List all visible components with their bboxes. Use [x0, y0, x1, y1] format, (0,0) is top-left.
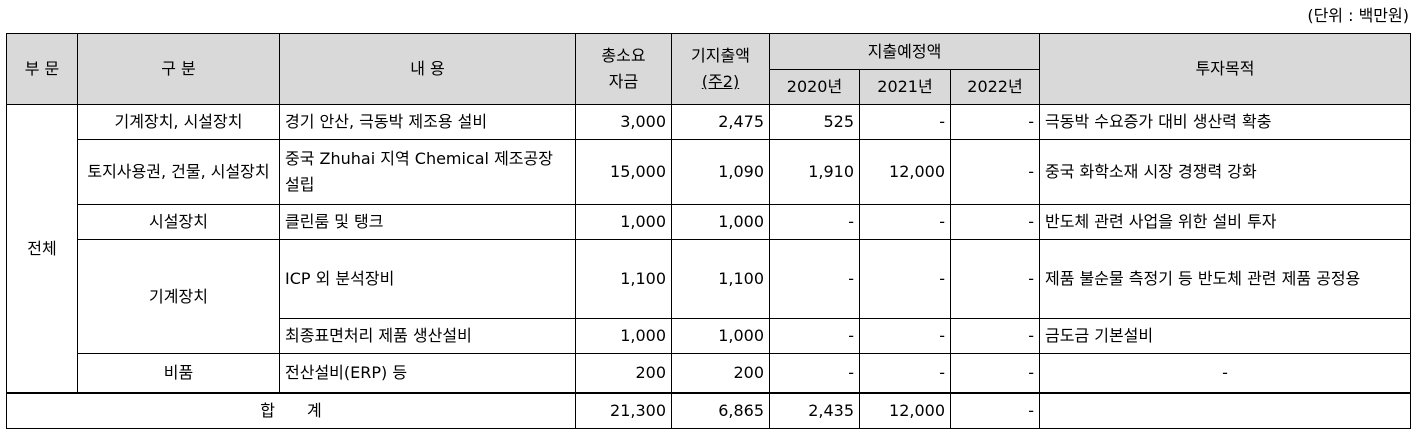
table-row: 토지사용권, 건물, 시설장치 중국 Zhuhai 지역 Chemical 제조… — [7, 139, 1411, 205]
content-cell: 중국 Zhuhai 지역 Chemical 제조공장 설립 — [279, 139, 576, 205]
y2021-cell: - — [859, 204, 951, 240]
table-row: 최종표면처리 제품 생산설비 1,000 1,000 - - - 금도금 기본설… — [7, 318, 1411, 354]
header-total-funds-line2: 자금 — [608, 72, 639, 91]
header-spent-line1: 기지출액 — [691, 46, 750, 65]
unit-note: (단위 : 백만원) — [1307, 6, 1409, 25]
total-cell: 3,000 — [575, 104, 672, 140]
total-purpose — [1039, 392, 1411, 429]
purpose-cell: 극동박 수요증가 대비 생산력 확충 — [1039, 104, 1411, 140]
content-cell: 최종표면처리 제품 생산설비 — [279, 318, 576, 354]
y2022-cell: - — [950, 318, 1040, 354]
table-row: 시설장치 클린룸 및 탱크 1,000 1,000 - - - 반도체 관련 사… — [7, 204, 1411, 240]
category-cell: 시설장치 — [77, 204, 280, 240]
purpose-cell: 금도금 기본설비 — [1039, 318, 1411, 354]
y2022-cell: - — [950, 139, 1040, 205]
header-2021: 2021년 — [859, 69, 951, 105]
total-cell: 1,100 — [575, 239, 672, 319]
content-cell: 클린룸 및 탱크 — [279, 204, 576, 240]
table-row: 전체 기계장치, 시설장치 경기 안산, 극동박 제조용 설비 3,000 2,… — [6, 104, 1411, 394]
y2022-cell: - — [950, 239, 1040, 319]
header-planned: 지출예정액 — [769, 33, 1040, 70]
y2021-cell: - — [859, 104, 951, 140]
y2022-cell: - — [950, 204, 1040, 240]
spent-cell: 1,090 — [671, 139, 770, 205]
y2020-cell: - — [769, 353, 860, 394]
total-2021: 12,000 — [859, 392, 951, 429]
y2020-cell: - — [769, 318, 860, 354]
investment-table: 부 문 구 분 내 용 총소요 자금 기지출액 (주2) 지출예정액 투자목적 … — [6, 33, 1411, 429]
category-cell: 기계장치 — [77, 239, 280, 354]
total-cell: 1,000 — [575, 318, 672, 354]
category-cell: 기계장치, 시설장치 — [77, 104, 280, 140]
content-cell: 경기 안산, 극동박 제조용 설비 — [279, 104, 576, 140]
header-total-funds: 총소요 자금 — [575, 33, 672, 105]
total-cell: 15,000 — [575, 139, 672, 205]
y2021-cell: - — [859, 239, 951, 319]
y2022-cell: - — [950, 104, 1040, 140]
total-cell: 200 — [575, 353, 672, 394]
header-content: 내 용 — [279, 33, 576, 105]
table-row: 기계장치 ICP 외 분석장비 1,100 1,100 - - - 제품 불순물… — [7, 239, 1411, 354]
purpose-cell: 반도체 관련 사업을 위한 설비 투자 — [1039, 204, 1411, 240]
header-division: 부 문 — [6, 33, 78, 105]
total-row: 합 계 21,300 6,865 2,435 12,000 - — [6, 392, 1411, 429]
purpose-cell: 중국 화학소재 시장 경쟁력 강화 — [1039, 139, 1411, 205]
division-cell: 전체 — [6, 104, 78, 394]
y2020-cell: - — [769, 204, 860, 240]
total-cell: 1,000 — [575, 204, 672, 240]
header-spent: 기지출액 (주2) — [671, 33, 770, 105]
total-spent: 6,865 — [671, 392, 770, 429]
y2021-cell: - — [859, 353, 951, 394]
header-total-funds-line1: 총소요 — [601, 46, 646, 65]
purpose-cell: - — [1039, 353, 1411, 394]
content-cell: ICP 외 분석장비 — [279, 239, 576, 319]
total-2022: - — [950, 392, 1040, 429]
content-cell: 전산설비(ERP) 등 — [279, 353, 576, 394]
y2021-cell: - — [859, 318, 951, 354]
table-row: 비품 전산설비(ERP) 등 200 200 - - - - — [7, 353, 1411, 394]
category-cell: 토지사용권, 건물, 시설장치 — [77, 139, 280, 205]
header-spent-note: (주2) — [701, 72, 740, 91]
spent-cell: 200 — [671, 353, 770, 394]
header-2022: 2022년 — [950, 69, 1040, 105]
y2020-cell: 525 — [769, 104, 860, 140]
spent-cell: 1,000 — [671, 318, 770, 354]
y2022-cell: - — [950, 353, 1040, 394]
header-category: 구 분 — [77, 33, 280, 105]
y2020-cell: 1,910 — [769, 139, 860, 205]
spent-cell: 1,000 — [671, 204, 770, 240]
total-label: 합 계 — [6, 392, 576, 429]
header-purpose: 투자목적 — [1039, 33, 1411, 105]
total-2020: 2,435 — [769, 392, 860, 429]
y2021-cell: 12,000 — [859, 139, 951, 205]
category-cell: 비품 — [77, 353, 280, 394]
purpose-cell: 제품 불순물 측정기 등 반도체 관련 제품 공정용 — [1039, 239, 1411, 319]
spent-cell: 1,100 — [671, 239, 770, 319]
y2020-cell: - — [769, 239, 860, 319]
total-sum: 21,300 — [575, 392, 672, 429]
spent-cell: 2,475 — [671, 104, 770, 140]
header-2020: 2020년 — [769, 69, 860, 105]
